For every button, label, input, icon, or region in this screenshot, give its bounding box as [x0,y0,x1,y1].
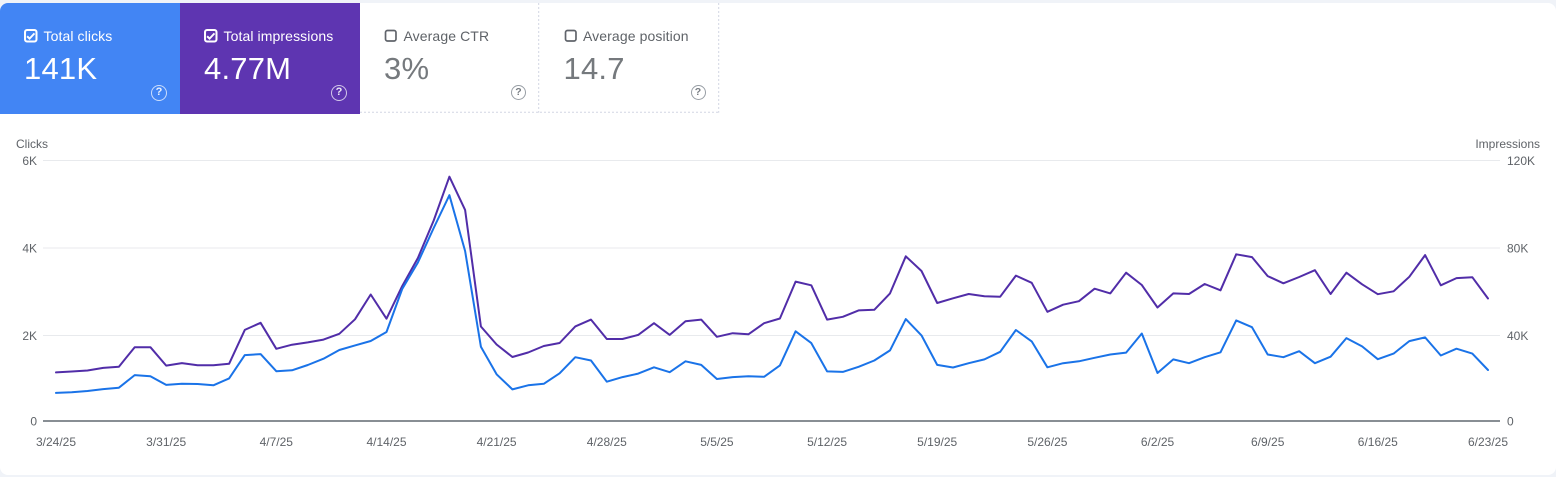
svg-text:4K: 4K [22,242,37,256]
svg-text:40K: 40K [1507,329,1528,343]
svg-text:3/31/25: 3/31/25 [146,435,186,449]
svg-text:0: 0 [30,415,37,429]
svg-text:6/23/25: 6/23/25 [1468,435,1508,449]
svg-text:6K: 6K [22,154,37,168]
svg-text:5/12/25: 5/12/25 [807,435,847,449]
svg-text:Impressions: Impressions [1475,137,1540,151]
svg-text:4/28/25: 4/28/25 [587,435,627,449]
svg-text:6/2/25: 6/2/25 [1141,435,1175,449]
svg-text:3/24/25: 3/24/25 [36,435,76,449]
svg-text:Clicks: Clicks [16,137,48,151]
svg-text:6/16/25: 6/16/25 [1358,435,1398,449]
svg-text:6/9/25: 6/9/25 [1251,435,1285,449]
svg-text:4/7/25: 4/7/25 [260,435,294,449]
svg-text:5/26/25: 5/26/25 [1027,435,1067,449]
svg-text:120K: 120K [1507,154,1535,168]
svg-text:5/5/25: 5/5/25 [700,435,734,449]
svg-text:5/19/25: 5/19/25 [917,435,957,449]
svg-text:0: 0 [1507,415,1514,429]
svg-text:4/21/25: 4/21/25 [477,435,517,449]
svg-text:2K: 2K [22,329,37,343]
svg-text:80K: 80K [1507,242,1528,256]
svg-text:4/14/25: 4/14/25 [366,435,406,449]
